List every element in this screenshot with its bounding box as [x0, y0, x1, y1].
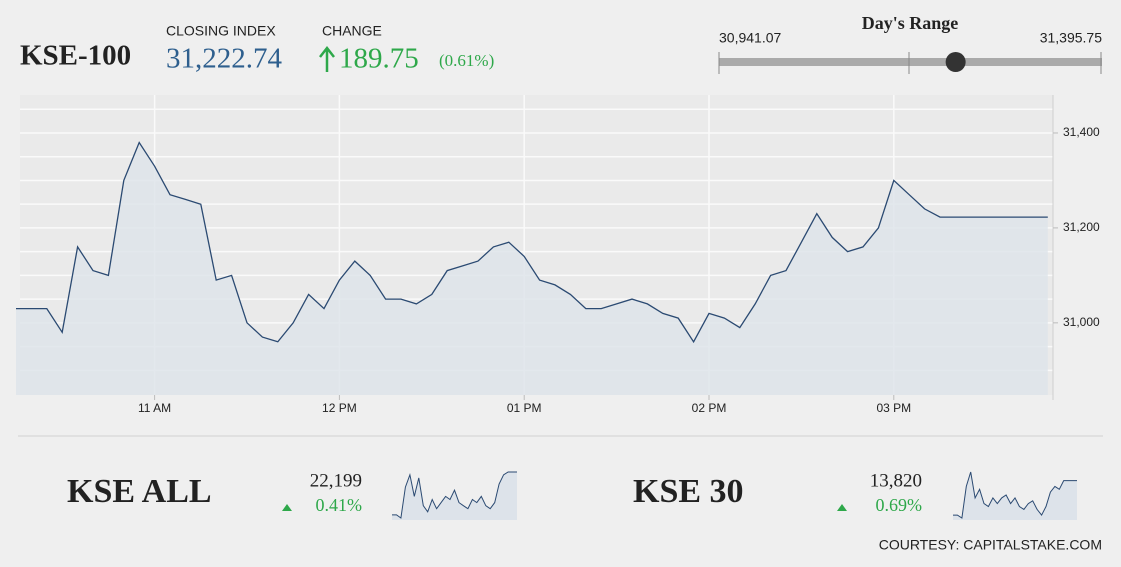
x-tick-label: 12 PM	[322, 401, 357, 415]
y-tick-label: 31,400	[1063, 125, 1100, 139]
x-tick-label: 11 AM	[138, 401, 171, 415]
line	[16, 141, 1048, 344]
index-name: KSE ALL	[67, 473, 212, 510]
range-low: 30,941.07	[719, 30, 781, 46]
change: 189.75	[339, 43, 419, 75]
index-value: 22,199	[310, 470, 362, 491]
up-arrow	[319, 45, 335, 72]
sparkline	[392, 471, 517, 519]
range-bar	[719, 58, 1102, 66]
x-tick-label: 01 PM	[507, 401, 542, 415]
sparkline	[953, 471, 1077, 519]
sparkline-fill	[392, 472, 517, 520]
change-label: CHANGE	[322, 23, 382, 39]
range-high: 31,395.75	[1040, 30, 1102, 46]
change-percent: (0.61%)	[439, 51, 494, 70]
range-knob	[945, 52, 966, 72]
y-tick-label: 31,000	[1063, 315, 1100, 329]
index-name: KSE 30	[633, 473, 744, 510]
up-triangle	[282, 504, 292, 511]
x-tick-label: 02 PM	[692, 401, 727, 415]
index-change: 0.69%	[876, 495, 923, 515]
footer: COURTESY: CAPITALSTAKE.COM	[879, 537, 1102, 553]
sparkline-fill	[953, 472, 1077, 520]
closing-index: 31,222.74	[166, 43, 283, 75]
y-tick-label: 31,200	[1063, 220, 1100, 234]
symbol: KSE-100	[20, 40, 131, 72]
closing-label: CLOSING INDEX	[166, 23, 276, 39]
index-change: 0.41%	[316, 495, 363, 515]
x-tick-label: 03 PM	[876, 401, 911, 415]
up-triangle	[837, 504, 847, 511]
range-title: Day's Range	[862, 13, 959, 33]
index-value: 13,820	[870, 470, 922, 491]
